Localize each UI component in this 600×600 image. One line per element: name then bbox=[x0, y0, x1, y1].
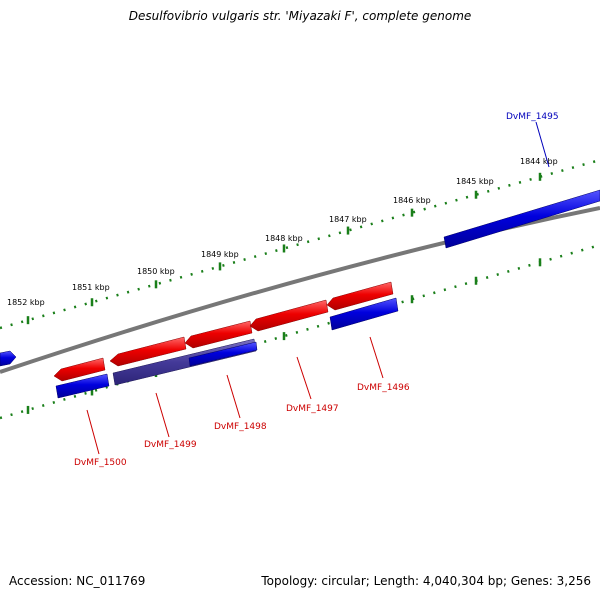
kbp-label: 1851 kbp bbox=[72, 283, 110, 292]
inner-tick-ring bbox=[0, 243, 600, 420]
kbp-label: 1850 kbp bbox=[137, 267, 175, 276]
scale-labels: 1852 kbp 1851 kbp 1850 kbp 1849 kbp 1848… bbox=[7, 157, 558, 307]
label-leader-dvmf-1497 bbox=[296, 356, 312, 400]
gene-label-dvmf-1498[interactable]: DvMF_1498 bbox=[214, 422, 267, 432]
label-leader-dvmf-1500 bbox=[86, 409, 100, 455]
kbp-label: 1844 kbp bbox=[520, 157, 558, 166]
gene-dvmf-1497[interactable] bbox=[249, 299, 329, 332]
label-leader-dvmf-1498 bbox=[226, 374, 241, 419]
gene-label-dvmf-1496[interactable]: DvMF_1496 bbox=[357, 383, 410, 393]
gene-blue-1496[interactable] bbox=[329, 297, 399, 331]
label-leader-dvmf-1496 bbox=[369, 336, 384, 379]
label-leader-dvmf-1495 bbox=[535, 121, 550, 168]
gene-blue-1500[interactable] bbox=[55, 373, 110, 399]
kbp-label: 1847 kbp bbox=[329, 215, 367, 224]
gene-dvmf-1499[interactable] bbox=[109, 336, 187, 367]
outer-tick-ring bbox=[0, 158, 600, 330]
gene-dvmf-1495[interactable] bbox=[443, 189, 600, 249]
gene-label-dvmf-1499[interactable]: DvMF_1499 bbox=[144, 440, 197, 450]
gene-label-dvmf-1495[interactable]: DvMF_1495 bbox=[506, 112, 559, 122]
gene-dvmf-1500[interactable] bbox=[53, 357, 106, 382]
kbp-label: 1846 kbp bbox=[393, 196, 431, 205]
genome-title: Desulfovibrio vulgaris str. 'Miyazaki F'… bbox=[128, 9, 472, 23]
label-leader-dvmf-1499 bbox=[155, 392, 170, 438]
accession-text: Accession: NC_011769 bbox=[9, 574, 146, 588]
genome-summary-text: Topology: circular; Length: 4,040,304 bp… bbox=[261, 574, 591, 588]
gene-dvmf-1498[interactable] bbox=[184, 320, 253, 349]
kbp-label: 1848 kbp bbox=[265, 234, 303, 243]
gene-partial-left[interactable] bbox=[0, 350, 17, 367]
gene-label-dvmf-1500[interactable]: DvMF_1500 bbox=[74, 458, 127, 468]
gene-label-dvmf-1497[interactable]: DvMF_1497 bbox=[286, 404, 339, 414]
kbp-label: 1845 kbp bbox=[456, 177, 494, 186]
gene-dvmf-1496[interactable] bbox=[326, 281, 394, 311]
kbp-label: 1852 kbp bbox=[7, 298, 45, 307]
gene-blue-1498[interactable] bbox=[188, 341, 258, 367]
kbp-label: 1849 kbp bbox=[201, 250, 239, 259]
